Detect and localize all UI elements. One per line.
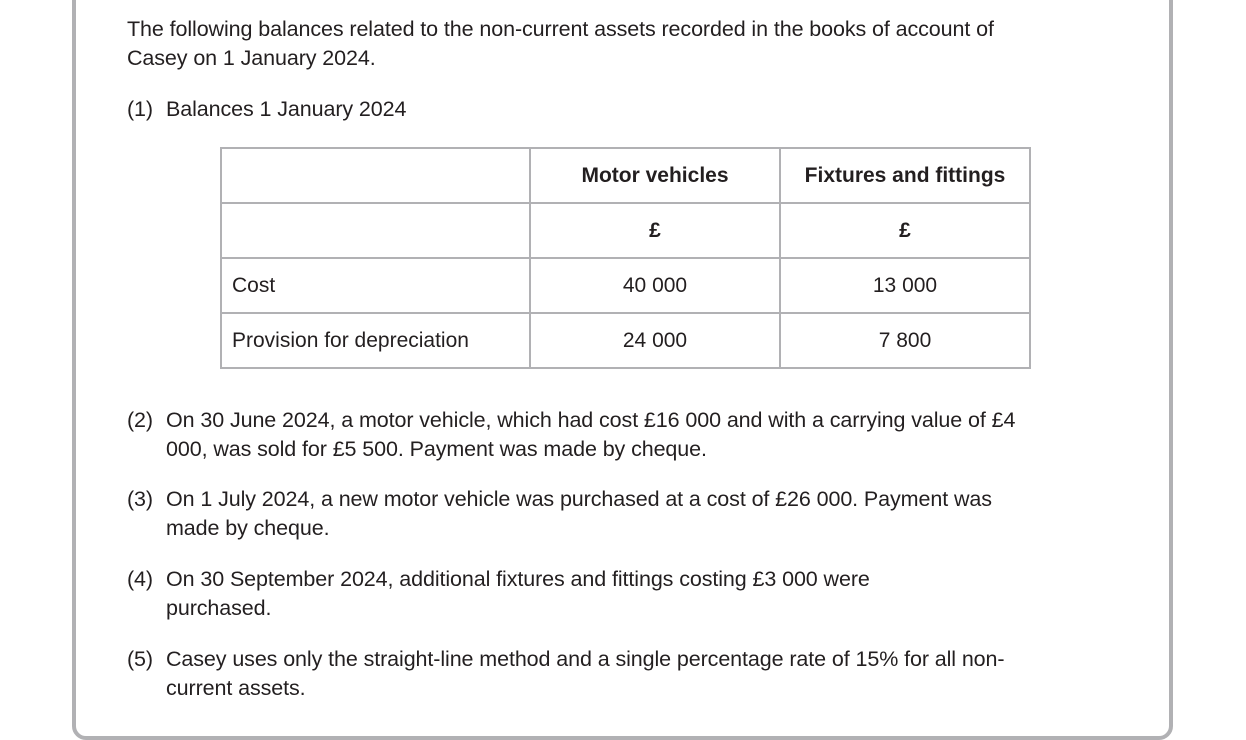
item-number: (4) (127, 567, 153, 591)
item-text: On 30 September 2024, additional fixture… (166, 567, 870, 620)
intro-text: The following balances related to the no… (127, 17, 994, 70)
table-row: Cost 40 000 13 000 (220, 257, 1031, 314)
header-cell: Fixtures and fittings (779, 147, 1031, 204)
unit-cell: £ (529, 202, 781, 259)
item-number: (1) (127, 97, 153, 121)
item-number: (5) (127, 647, 153, 671)
item-text: Casey uses only the straight-line method… (166, 647, 1005, 700)
item-number: (2) (127, 408, 153, 432)
item-text: On 1 July 2024, a new motor vehicle was … (166, 487, 992, 540)
header-cell: Motor vehicles (529, 147, 781, 204)
unit-cell: £ (779, 202, 1031, 259)
header-cell (220, 147, 531, 204)
item-text: Balances 1 January 2024 (166, 97, 407, 121)
item-text: On 30 June 2024, a motor vehicle, which … (166, 408, 1016, 461)
cell-value: 7 800 (779, 312, 1031, 369)
unit-cell (220, 202, 531, 259)
row-label: Provision for depreciation (220, 312, 531, 369)
row-label: Cost (220, 257, 531, 314)
cell-value: 13 000 (779, 257, 1031, 314)
balances-table: Motor vehicles Fixtures and fittings £ £… (220, 147, 1031, 369)
table-units-row: £ £ (220, 202, 1031, 259)
table-row: Provision for depreciation 24 000 7 800 (220, 312, 1031, 369)
cell-value: 24 000 (529, 312, 781, 369)
item-number: (3) (127, 487, 153, 511)
cell-value: 40 000 (529, 257, 781, 314)
table-header-row: Motor vehicles Fixtures and fittings (220, 147, 1031, 204)
